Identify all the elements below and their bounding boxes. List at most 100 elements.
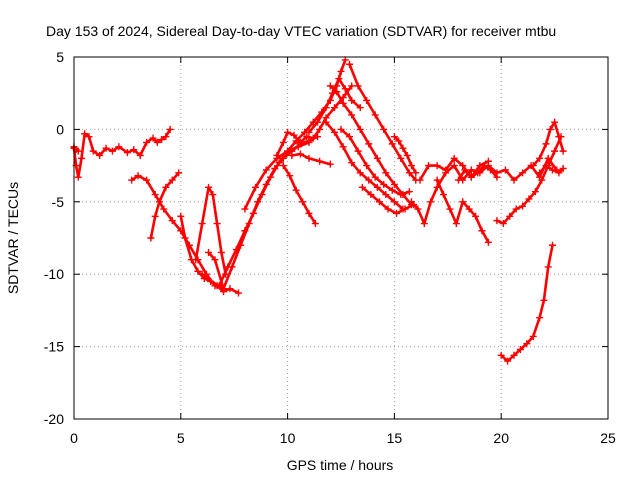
data-point: [493, 173, 501, 181]
data-point: [232, 246, 240, 254]
data-point: [74, 173, 82, 181]
data-point: [414, 205, 422, 213]
data-point: [382, 191, 390, 199]
series-arc-11: [282, 164, 317, 225]
data-point: [555, 169, 563, 177]
data-point: [128, 176, 136, 184]
data-point: [365, 176, 373, 184]
series-arc-17: [348, 62, 418, 182]
data-point: [548, 166, 556, 174]
data-point: [380, 180, 388, 188]
data-point: [427, 198, 435, 206]
data-point: [416, 176, 424, 184]
series-arc-12: [290, 152, 332, 166]
data-point: [356, 104, 364, 112]
data-point: [412, 169, 420, 177]
data-point: [77, 154, 85, 162]
series-arc-3: [149, 171, 180, 240]
data-point: [89, 147, 97, 155]
data-point: [363, 96, 371, 104]
data-point: [331, 104, 339, 112]
series-arc-1: [72, 128, 172, 179]
data-point: [348, 111, 356, 119]
data-point: [279, 138, 287, 146]
data-point: [262, 166, 270, 174]
tick-labels: 0 5 10 15 20 25 -20 -15 -10 -5 0 5: [44, 49, 616, 446]
data-point: [309, 134, 317, 142]
data-point: [168, 176, 176, 184]
x-tick-label: 25: [600, 430, 616, 446]
data-point: [420, 220, 428, 228]
grid-lines: [74, 57, 608, 419]
data-point: [384, 205, 392, 213]
series-arc-4: [130, 174, 225, 290]
data-point: [136, 151, 144, 159]
data-point: [551, 147, 559, 155]
data-point: [284, 128, 292, 136]
data-point: [388, 140, 396, 148]
data-point: [555, 133, 563, 141]
data-point: [405, 169, 413, 177]
data-point: [525, 195, 533, 203]
data-point: [529, 332, 537, 340]
data-point: [213, 220, 221, 228]
data-point: [450, 162, 458, 170]
data-point: [346, 133, 354, 141]
data-point: [143, 138, 151, 146]
x-tick-label: 0: [70, 430, 78, 446]
data-point: [425, 162, 433, 170]
axis-ticks: [73, 56, 609, 420]
series-arc-27: [499, 243, 554, 363]
data-point: [326, 160, 334, 168]
data-point: [337, 125, 345, 133]
series-arc-24: [495, 135, 563, 225]
data-point: [484, 157, 492, 165]
data-point: [160, 205, 168, 213]
data-point: [198, 220, 206, 228]
y-tick-label: 5: [56, 49, 64, 65]
data-point: [461, 166, 469, 174]
data-point: [390, 133, 398, 141]
data-point: [348, 96, 356, 104]
data-point: [205, 248, 213, 256]
data-point: [540, 296, 548, 304]
data-point: [211, 256, 219, 264]
data-point: [108, 147, 116, 155]
data-point: [305, 209, 313, 217]
data-point: [205, 183, 213, 191]
data-point: [373, 154, 381, 162]
data-point: [102, 144, 110, 152]
data-point: [220, 285, 228, 293]
data-point: [358, 183, 366, 191]
data-point: [348, 159, 356, 167]
data-point: [322, 118, 330, 126]
x-tick-label: 5: [177, 430, 185, 446]
data-point: [542, 140, 550, 148]
chart-title: Day 153 of 2024, Sidereal Day-to-day VTE…: [46, 23, 556, 39]
data-point: [299, 198, 307, 206]
data-point: [192, 256, 200, 264]
data-point: [442, 166, 450, 174]
data-point: [290, 131, 298, 139]
data-point: [388, 186, 396, 194]
plot-border: [73, 56, 609, 420]
data-point: [356, 125, 364, 133]
series-arc-22: [435, 178, 490, 244]
data-point: [371, 111, 379, 119]
data-point: [465, 205, 473, 213]
data-point: [510, 351, 518, 359]
y-tick-label: -10: [44, 266, 64, 282]
data-point: [339, 99, 347, 107]
data-point: [551, 118, 559, 126]
data-point: [331, 128, 339, 136]
data-point: [393, 209, 401, 217]
data-point: [454, 176, 462, 184]
data-point: [501, 166, 509, 174]
data-point: [519, 202, 527, 210]
data-point: [85, 133, 93, 141]
data-point: [538, 176, 546, 184]
data-point: [397, 154, 405, 162]
data-point: [356, 169, 364, 177]
data-point: [559, 164, 567, 172]
